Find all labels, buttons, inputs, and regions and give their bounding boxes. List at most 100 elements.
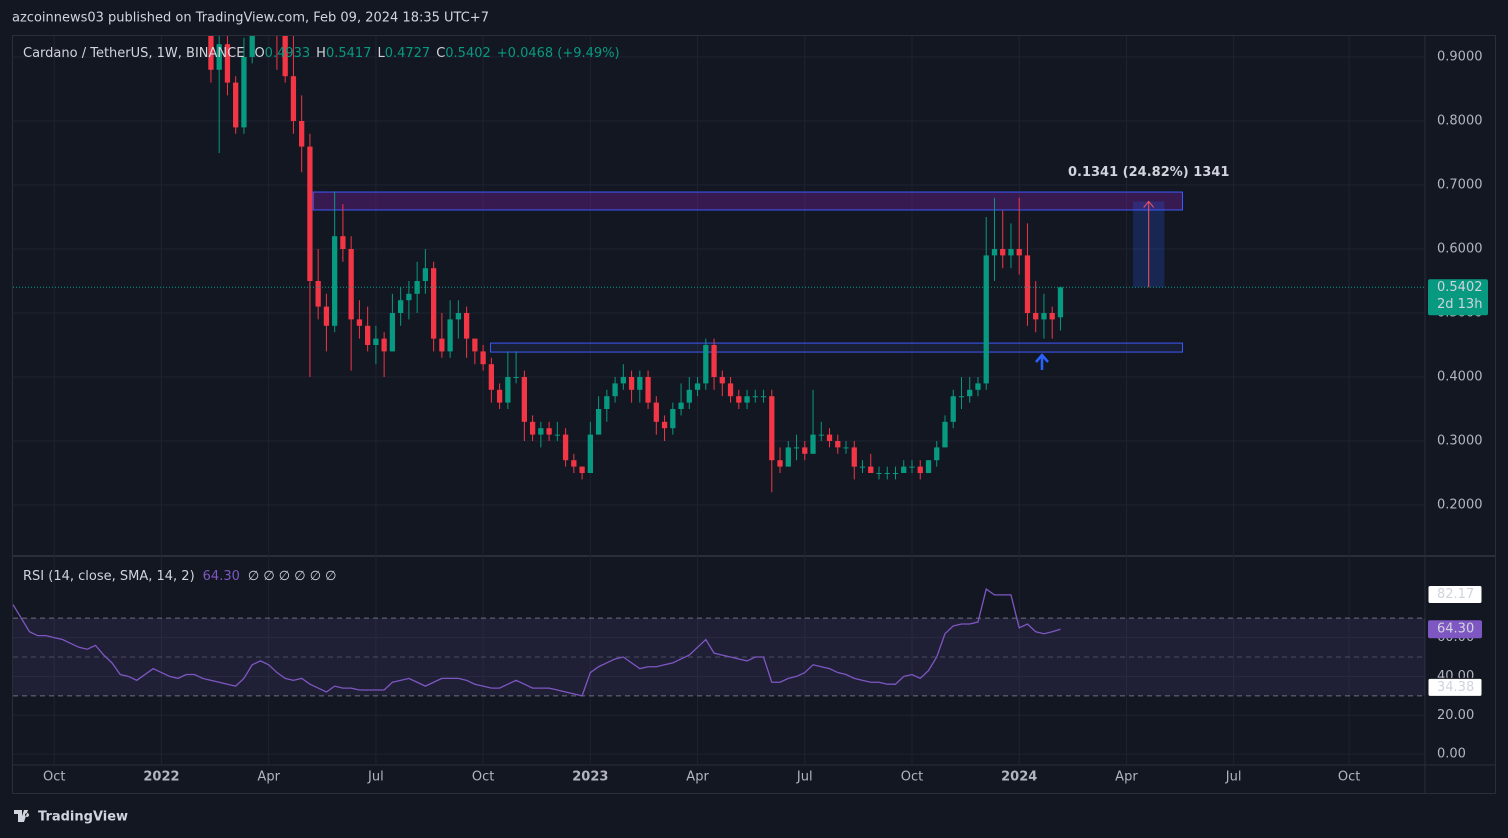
- candle-body: [934, 447, 940, 461]
- candle-body: [785, 447, 791, 467]
- candle-body: [447, 319, 453, 352]
- ohlc-key: O: [254, 46, 264, 61]
- candle-body: [521, 377, 527, 422]
- candle-body: [637, 377, 643, 390]
- price-pane: [13, 36, 1425, 493]
- candle-body: [769, 396, 775, 461]
- ohlc-value: 0.5417: [326, 46, 372, 61]
- candle-body: [1041, 313, 1047, 320]
- countdown-label: 2d 13h: [1437, 297, 1482, 312]
- candle-body: [868, 466, 874, 474]
- candle-body: [472, 338, 478, 352]
- candle-body: [793, 447, 800, 449]
- axes: Oct 2022 Apr Jul Oct 2023 Apr Jul Oct 2024 Apr Jul O…: [43, 49, 1488, 785]
- candle-body: [859, 466, 866, 468]
- candle-body: [529, 421, 536, 435]
- change: +0.0468 (+9.49%): [497, 46, 620, 61]
- rsi-pane: [13, 587, 1425, 697]
- price-zone: [490, 342, 1184, 353]
- candle-body: [686, 389, 692, 403]
- candle-body: [406, 293, 412, 301]
- candle-body: [356, 319, 363, 326]
- logo-mark: [14, 810, 30, 822]
- candle-body: [967, 389, 973, 397]
- y-tick-label: 0.8000: [1437, 113, 1483, 128]
- x-tick-label: 2022: [143, 770, 179, 785]
- candle-body: [727, 383, 734, 397]
- publish-header: azcoinnews03 published on TradingView.co…: [12, 11, 489, 26]
- candle-body: [389, 313, 396, 352]
- candle-body: [587, 434, 593, 474]
- candle-body: [505, 377, 511, 403]
- candle-body: [332, 236, 338, 326]
- candle-body: [241, 56, 247, 128]
- rsi-label-box: [1427, 677, 1483, 697]
- ohlc-value: 0.4727: [385, 46, 431, 61]
- candle-body: [925, 460, 932, 474]
- candle-body: [942, 421, 948, 448]
- price-zone: [312, 191, 1184, 211]
- candle-body: [719, 377, 725, 384]
- candle-body: [571, 460, 577, 467]
- candle-body: [612, 383, 618, 397]
- candle-body: [818, 434, 824, 436]
- rsi-label: 82.17: [1437, 587, 1474, 602]
- candle-body: [851, 447, 857, 467]
- y-tick-label: 0.6000: [1437, 242, 1483, 257]
- candle-body: [983, 255, 989, 384]
- candle-body: [496, 389, 503, 403]
- candle-body: [744, 396, 750, 403]
- candle-body: [752, 396, 758, 398]
- ohlc-key: C: [436, 46, 445, 61]
- last-price-label: 0.5402: [1437, 280, 1483, 295]
- candle-body: [546, 428, 552, 435]
- x-tick-label: Apr: [257, 770, 280, 785]
- candle-body: [307, 146, 313, 282]
- legend: Cardano / TetherUS, 1W, BINANCE O0.4933 H0…: [23, 46, 620, 61]
- candle-body: [299, 120, 305, 147]
- candle-body: [917, 466, 923, 474]
- candle-body: [958, 396, 965, 398]
- candle-body: [348, 249, 354, 320]
- candle-body: [653, 402, 659, 422]
- candle-body: [892, 473, 899, 475]
- candle-body: [1057, 287, 1064, 318]
- x-tick-label: Jul: [796, 770, 813, 785]
- rsi-line: [13, 587, 1061, 697]
- symbol: Cardano / TetherUS, 1W, BINANCE: [23, 46, 244, 61]
- y-tick-label: 0.3000: [1437, 434, 1483, 449]
- footer-brand: TradingView: [38, 810, 128, 825]
- rsi-tick-label: 20.00: [1437, 708, 1474, 723]
- candle-body: [290, 76, 297, 121]
- candle-body: [950, 396, 956, 422]
- candle-body: [365, 325, 371, 346]
- y-tick-label: 0.7000: [1437, 177, 1483, 192]
- x-tick-label: 2024: [1001, 770, 1037, 785]
- candle-body: [661, 421, 668, 429]
- candle-body: [1016, 249, 1022, 256]
- rsi-title: RSI (14, close, SMA, 14, 2): [23, 569, 195, 584]
- candle-body: [703, 345, 709, 384]
- candle-body: [455, 313, 462, 320]
- candle-body: [562, 434, 569, 461]
- x-tick-label: 2023: [572, 770, 608, 785]
- candle-body: [381, 338, 387, 352]
- candle-body: [595, 409, 602, 435]
- measure-label: 0.1341 (24.82%) 1341: [1068, 165, 1229, 180]
- candle-body: [398, 300, 404, 314]
- candle-body: [373, 338, 379, 346]
- x-tick-label: Apr: [686, 770, 709, 785]
- candle-body: [802, 447, 808, 454]
- ohlc-value: 0.5402: [445, 46, 491, 61]
- rsi-label: 34.38: [1437, 680, 1474, 695]
- candle-body: [835, 441, 841, 448]
- x-tick-label: Oct: [472, 770, 494, 785]
- candle-body: [249, 36, 255, 57]
- candle-body: [323, 306, 330, 326]
- candle-body: [736, 396, 742, 403]
- x-tick-label: Jul: [367, 770, 384, 785]
- ohlc: O0.4933 H0.5417 L0.4727 C0.5402: [254, 46, 490, 61]
- candle-body: [711, 345, 717, 378]
- candle-body: [224, 44, 231, 83]
